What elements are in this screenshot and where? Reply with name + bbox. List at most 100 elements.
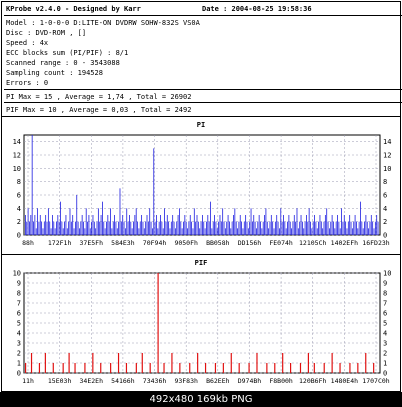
data-bar (111, 228, 113, 235)
y-tick-label-right: 4 (383, 330, 387, 338)
data-bar (181, 228, 183, 235)
data-bar (62, 363, 64, 373)
y-tick-label-left: 9 (17, 280, 21, 288)
data-bar (92, 215, 94, 235)
data-bar (219, 215, 221, 235)
data-bar (38, 221, 40, 235)
data-bar (50, 228, 52, 235)
data-bar (324, 215, 326, 235)
data-bar (247, 228, 249, 235)
data-bar (70, 221, 72, 235)
x-tick-label: D974Bh (238, 377, 262, 385)
data-bar (306, 215, 307, 235)
data-bar (99, 221, 101, 235)
data-bar (314, 215, 315, 235)
y-tick-label-left: 14 (13, 138, 21, 146)
y-tick-label-right: 14 (383, 138, 391, 146)
data-bar (79, 228, 80, 235)
data-bar (334, 228, 336, 235)
data-bar (303, 228, 305, 235)
data-bar (343, 215, 345, 235)
data-bar (260, 221, 261, 235)
data-bar (76, 195, 78, 235)
pi-chart: PI 0 0 2 2 4 4 6 6 8 8 10 10 12 12 14 14 88h 172F1h 37E5Fh 5… (13, 121, 392, 247)
data-bar (274, 363, 276, 373)
data-bar (266, 221, 268, 235)
data-bar (133, 221, 134, 235)
data-bar (96, 221, 98, 235)
data-bar (207, 215, 209, 235)
data-bar (249, 221, 251, 235)
data-bar (220, 221, 222, 235)
data-bar (44, 353, 46, 373)
data-bar (191, 221, 193, 235)
y-tick-label-right: 0 (383, 232, 387, 240)
data-bar (307, 353, 309, 373)
data-bar (120, 221, 122, 235)
data-bar (196, 215, 198, 235)
data-bar (69, 208, 71, 235)
data-bar (97, 208, 99, 235)
data-bar (370, 215, 372, 235)
data-bar (372, 221, 374, 235)
data-bar (300, 215, 302, 235)
data-bar (238, 221, 240, 235)
drive-model: Model : 1-0-0-0 D:LITE-ON DVDRW SOHW-832… (6, 19, 200, 27)
data-bar (84, 363, 86, 373)
data-bar (64, 221, 65, 235)
data-bar (100, 215, 102, 235)
data-bar (350, 221, 352, 235)
data-bar (339, 228, 341, 235)
y-tick-label-right: 4 (383, 205, 387, 213)
data-bar (35, 228, 37, 235)
y-tick-label-right: 10 (383, 270, 391, 278)
data-bar (231, 221, 233, 235)
data-bar (123, 221, 125, 235)
data-bar (185, 221, 187, 235)
data-bar (176, 221, 178, 235)
chart-divider-mid (2, 254, 400, 255)
data-bar (168, 221, 170, 235)
x-tick-label: 34E2Eh (80, 377, 104, 385)
data-bar (161, 221, 163, 235)
data-bar (88, 215, 90, 235)
data-bar (153, 148, 155, 235)
data-bar (268, 228, 270, 235)
x-tick-label: 584E3h (111, 239, 135, 247)
data-bar (174, 228, 176, 235)
data-bar (338, 221, 340, 235)
error-count: Errors : 0 (6, 79, 49, 87)
data-bar (107, 215, 109, 235)
data-bar (246, 221, 248, 235)
data-bar (320, 221, 322, 235)
data-bar (52, 215, 53, 235)
data-bar (39, 215, 41, 235)
data-bar (212, 221, 214, 235)
y-tick-label-right: 2 (383, 350, 387, 358)
data-bar (216, 228, 218, 235)
y-tick-label-right: 10 (383, 165, 391, 173)
y-tick-label-left: 0 (17, 232, 21, 240)
app-title: KProbe v2.4.0 - Designed by Karr (6, 5, 141, 13)
data-bar (313, 363, 315, 373)
data-bar (77, 221, 79, 235)
data-bar (110, 208, 111, 235)
data-bar (200, 221, 202, 235)
chart-title: PIF (195, 259, 208, 267)
data-bar (361, 221, 363, 235)
x-tick-label: 9050Fh (174, 239, 198, 247)
data-bar (308, 208, 310, 235)
data-bar (141, 353, 143, 373)
scanned-range: Scanned range : 0 - 3543088 (6, 59, 120, 67)
data-bar (335, 221, 337, 235)
data-bar (163, 363, 165, 373)
y-tick-label-left: 6 (17, 192, 21, 200)
data-bar (362, 228, 364, 235)
data-bar (210, 201, 211, 235)
chart-title: PI (197, 121, 205, 129)
data-bar (25, 363, 27, 373)
data-bar (316, 228, 318, 235)
data-bar (188, 221, 190, 235)
data-bar (89, 228, 91, 235)
data-bar (27, 208, 29, 235)
